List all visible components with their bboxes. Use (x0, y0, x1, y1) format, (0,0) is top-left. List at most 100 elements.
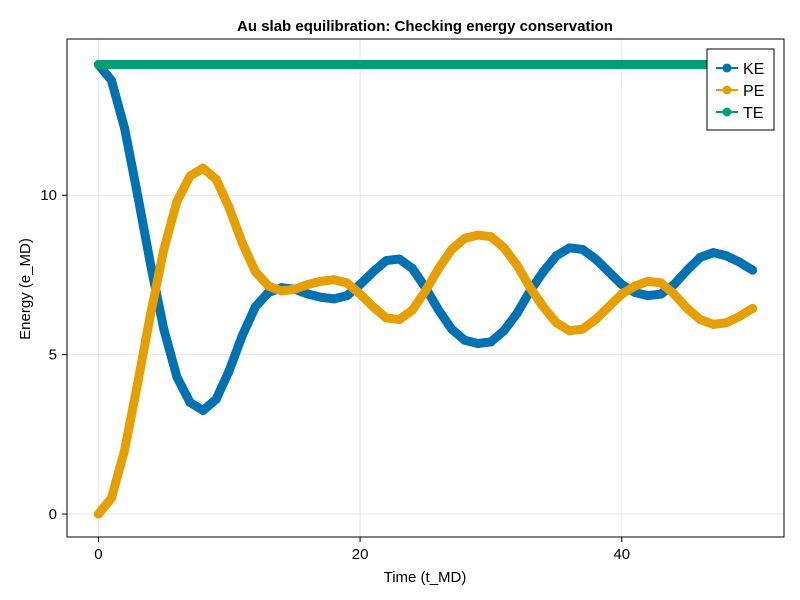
x-tick-label: 0 (94, 546, 102, 563)
data-point-te (93, 60, 103, 70)
data-point-ke (303, 289, 313, 299)
data-point-ke (735, 257, 745, 267)
data-point-ke (368, 267, 378, 277)
data-point-te (120, 60, 130, 70)
data-point-ke (172, 372, 182, 382)
data-point-pe (106, 493, 116, 503)
data-point-pe (460, 233, 470, 243)
data-point-pe (447, 244, 457, 254)
data-point-ke (604, 267, 614, 277)
data-point-pe (525, 283, 535, 293)
data-point-te (447, 60, 457, 70)
data-point-ke (682, 265, 692, 275)
data-point-te (682, 60, 692, 70)
data-point-ke (120, 123, 130, 133)
data-point-ke (656, 289, 666, 299)
data-point-ke (748, 265, 758, 275)
data-point-ke (394, 254, 404, 264)
data-point-pe (617, 289, 627, 299)
data-point-ke (708, 248, 718, 258)
data-point-pe (93, 509, 103, 519)
data-point-te (224, 60, 234, 70)
data-point-te (198, 60, 208, 70)
y-tick-label: 5 (49, 347, 57, 364)
data-point-te (263, 60, 273, 70)
data-point-ke (106, 75, 116, 85)
data-point-te (316, 60, 326, 70)
legend-label-pe: PE (743, 83, 764, 100)
data-point-te (604, 60, 614, 70)
data-point-te (355, 60, 365, 70)
x-axis-label: Time (t_MD) (384, 569, 467, 586)
plot-frame (66, 38, 785, 538)
data-point-ke (617, 279, 627, 289)
data-point-pe (185, 171, 195, 181)
data-point-te (421, 60, 430, 70)
data-point-ke (551, 251, 561, 261)
series-layer (93, 60, 758, 519)
data-point-pe (630, 281, 640, 291)
data-point-te (250, 60, 260, 70)
series-te (93, 60, 758, 70)
data-point-pe (486, 232, 496, 242)
data-point-pe (551, 318, 561, 328)
data-point-pe (133, 378, 143, 388)
data-point-te (381, 60, 391, 70)
data-point-te (551, 60, 561, 70)
legend-label-te: TE (743, 105, 763, 122)
x-tick-label: 40 (613, 546, 630, 563)
data-point-te (159, 60, 169, 70)
data-point-te (434, 60, 444, 70)
data-point-ke (591, 254, 601, 264)
data-point-te (656, 60, 666, 70)
data-point-te (185, 60, 195, 70)
ticks: 0 20 40 0 5 10 (40, 187, 630, 563)
data-point-pe (381, 313, 391, 323)
data-point-te (211, 60, 221, 70)
data-point-pe (656, 278, 666, 288)
data-point-te (394, 60, 404, 70)
data-point-pe (172, 197, 182, 207)
data-point-pe (708, 319, 718, 329)
data-point-pe (735, 311, 745, 321)
data-point-pe (695, 315, 705, 325)
legend: KE PE TE (706, 48, 775, 131)
data-point-ke (538, 267, 548, 277)
data-point-pe (250, 267, 260, 277)
data-point-te (277, 60, 287, 70)
data-point-pe (237, 238, 247, 248)
data-point-pe (682, 303, 692, 313)
data-point-te (525, 60, 535, 70)
data-point-te (512, 60, 522, 70)
data-point-te (695, 60, 705, 70)
y-tick-label: 10 (40, 187, 57, 204)
data-point-te (591, 60, 601, 70)
data-point-ke (486, 337, 496, 347)
data-point-pe (120, 445, 130, 455)
data-point-ke (643, 291, 653, 301)
data-point-pe (198, 163, 208, 173)
data-point-ke (447, 324, 457, 334)
data-point-pe (538, 302, 548, 312)
data-point-pe (499, 243, 509, 253)
data-point-pe (224, 203, 234, 213)
legend-marker-ke (722, 63, 732, 73)
y-axis-label: Energy (e_MD) (17, 238, 34, 340)
data-point-ke (342, 291, 352, 301)
data-point-te (617, 60, 627, 70)
data-point-pe (669, 289, 679, 299)
data-point-pe (329, 275, 339, 285)
data-point-te (329, 60, 339, 70)
legend-marker-pe (722, 85, 732, 95)
data-point-te (368, 60, 378, 70)
legend-marker-te (722, 107, 732, 117)
data-point-te (106, 60, 116, 70)
data-point-pe (290, 284, 300, 294)
data-point-pe (512, 260, 522, 270)
series-pe (93, 163, 758, 519)
data-point-pe (342, 278, 352, 288)
data-point-pe (578, 324, 588, 334)
data-point-pe (748, 303, 758, 313)
data-point-pe (407, 305, 417, 315)
